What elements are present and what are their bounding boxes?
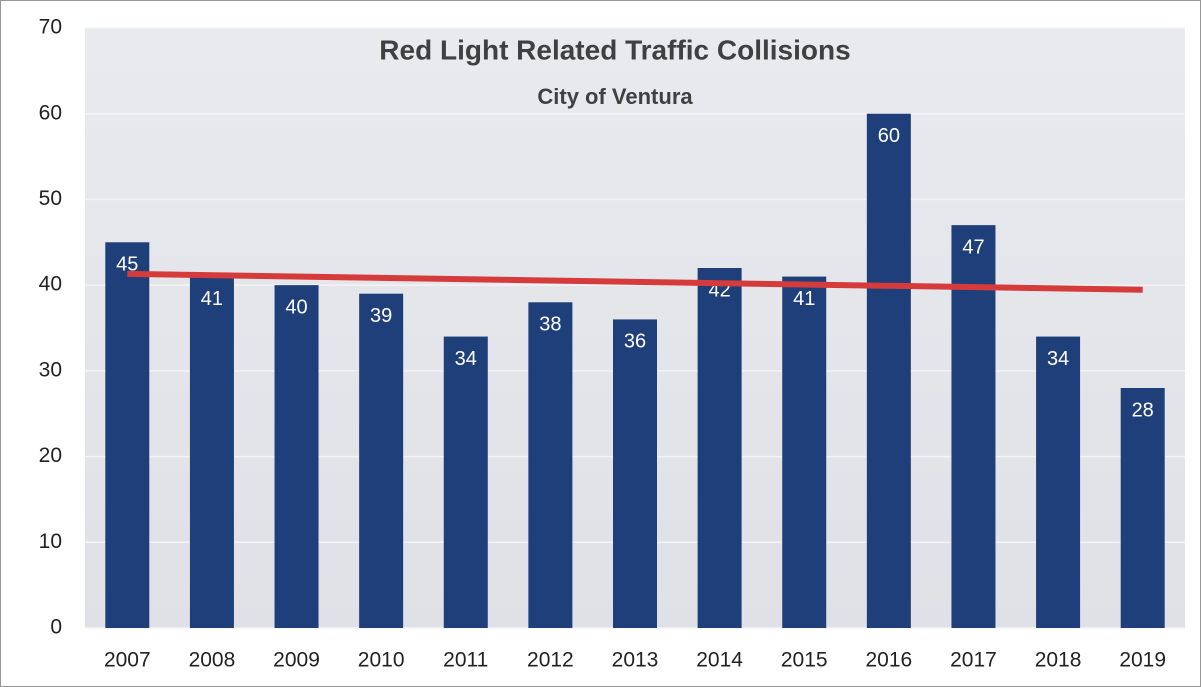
y-tick-label: 50 [39,187,62,210]
value-label: 47 [962,236,984,258]
x-tick-label: 2008 [189,649,236,672]
x-tick-label: 2019 [1119,649,1166,672]
bar [443,336,488,628]
y-tick-label: 70 [39,16,62,39]
bar [951,225,996,628]
y-tick-label: 40 [39,273,62,296]
bar [274,285,319,628]
x-tick-label: 2014 [696,649,743,672]
value-label: 34 [1047,348,1069,370]
bar [866,113,911,628]
bar [1036,336,1081,628]
y-tick-label: 60 [39,101,62,124]
value-label: 34 [455,348,477,370]
bar [528,302,573,628]
bar [359,293,404,628]
x-tick-label: 2009 [273,649,320,672]
x-tick-label: 2013 [612,649,659,672]
y-tick-label: 30 [39,358,62,381]
y-tick-label: 20 [39,444,62,467]
value-label: 28 [1132,399,1154,421]
bar [1120,388,1165,628]
value-label: 41 [201,288,223,310]
value-label: 39 [370,305,392,327]
x-tick-label: 2011 [443,649,488,672]
x-tick-label: 2016 [865,649,912,672]
value-label: 41 [793,288,815,310]
value-label: 36 [624,331,646,353]
y-tick-label: 10 [39,530,62,553]
value-label: 40 [285,296,307,318]
value-label: 45 [116,254,138,276]
value-label: 60 [878,125,900,147]
trend-line [127,270,1143,293]
value-label: 38 [539,314,561,336]
y-tick-label: 0 [50,616,62,639]
x-tick-label: 2010 [358,649,405,672]
x-tick-label: 2015 [781,649,828,672]
bar [613,319,657,628]
x-tick-label: 2007 [104,649,151,672]
bar [697,268,742,628]
bar [782,276,827,628]
chart-subtitle: City of Ventura [537,84,693,109]
x-tick-label: 2017 [950,649,997,672]
bar [105,242,150,629]
x-tick-label: 2012 [527,649,574,672]
chart-title: Red Light Related Traffic Collisions [379,34,850,65]
bar [189,276,234,628]
x-tick-label: 2018 [1035,649,1082,672]
